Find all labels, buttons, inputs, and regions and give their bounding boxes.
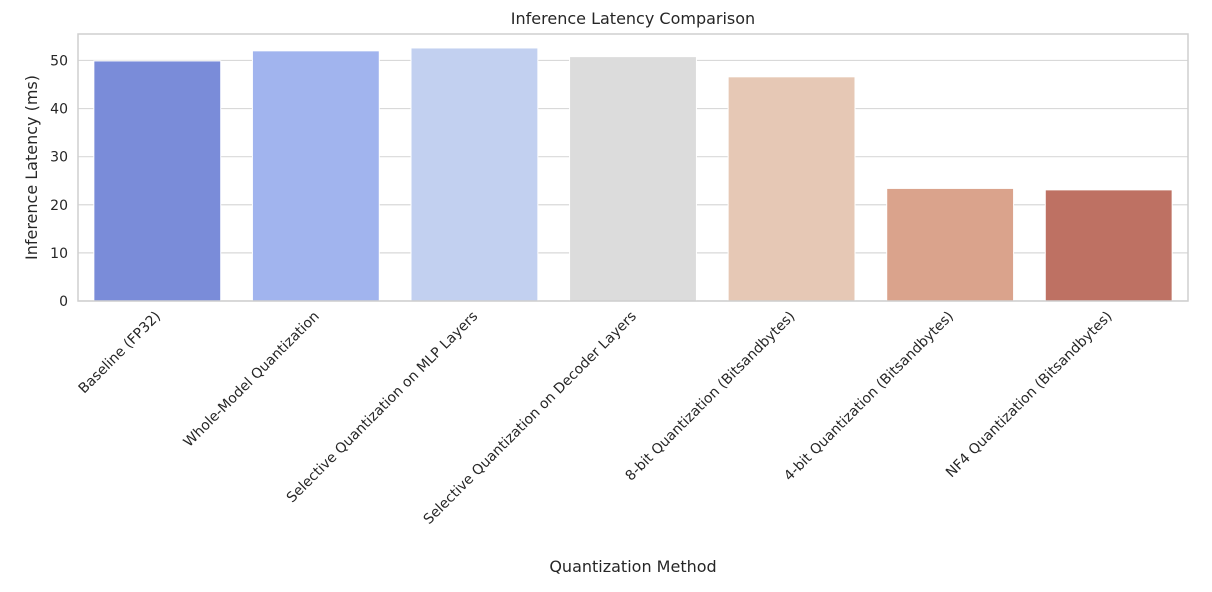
y-tick-label: 0 — [59, 294, 68, 310]
y-tick-label: 10 — [50, 246, 68, 262]
y-tick-labels: 0 10 20 30 40 50 — [50, 53, 68, 310]
x-tick-label: Selective Quantization on MLP Layers — [284, 309, 482, 507]
y-axis-label: Inference Latency (ms) — [22, 75, 41, 260]
y-tick-label: 30 — [50, 150, 68, 166]
bar — [727, 76, 856, 302]
bar — [93, 60, 222, 302]
x-tick-label: Baseline (FP32) — [76, 309, 164, 397]
x-tick-label: 4-bit Quantization (Bitsandbytes) — [781, 309, 957, 485]
bar — [886, 187, 1015, 302]
y-tick-label: 40 — [50, 102, 68, 118]
plot-frame — [77, 33, 1189, 302]
bars — [93, 47, 1173, 302]
y-tick-label: 20 — [50, 198, 68, 214]
bar — [251, 50, 380, 302]
x-tick-labels: Baseline (FP32) Whole-Model QuantizationS… — [76, 309, 1116, 528]
x-tick-label: NF4 Quantization (Bitsandbytes) — [943, 309, 1115, 481]
bar — [1044, 189, 1173, 302]
bar — [410, 47, 539, 302]
x-tick-label: 8-bit Quantization (Bitsandbytes) — [623, 309, 799, 485]
x-tick-label: Whole-Model Quantization — [181, 309, 323, 451]
bar — [569, 56, 697, 302]
y-tick-label: 50 — [50, 53, 68, 69]
x-axis-label: Quantization Method — [549, 557, 716, 576]
chart-title: Inference Latency Comparison — [511, 9, 755, 28]
